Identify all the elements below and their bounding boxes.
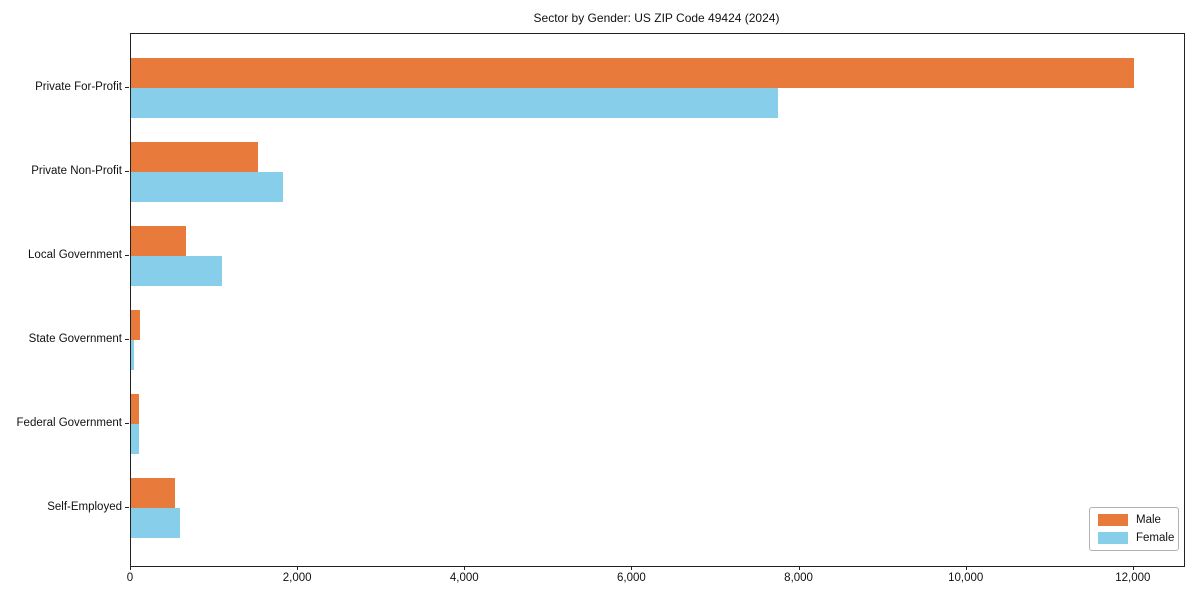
y-tick-label-federal-government: Federal Government [16, 417, 122, 429]
legend: Male Female [1089, 507, 1179, 551]
legend-entry-female: Female [1098, 532, 1174, 544]
x-tick-label-12000: 12,000 [1115, 572, 1151, 584]
y-tick-state-government [125, 339, 129, 340]
x-tick-6000 [631, 566, 633, 570]
chart-title: Sector by Gender: US ZIP Code 49424 (202… [533, 11, 780, 25]
y-tick-private-non-profit [125, 171, 129, 172]
y-tick-label-local-government: Local Government [28, 249, 122, 261]
bar-male-private-for-profit [131, 58, 1134, 88]
y-tick-label-private-for-profit: Private For-Profit [35, 81, 122, 93]
legend-label-female: Female [1136, 532, 1175, 544]
bar-female-private-non-profit [131, 172, 284, 202]
y-tick-self-employed [125, 507, 129, 508]
bar-male-private-non-profit [131, 142, 259, 172]
bar-male-self-employed [131, 478, 175, 508]
x-tick-label-2000: 2,000 [282, 572, 312, 584]
x-tick-label-0: 0 [126, 572, 134, 584]
bar-female-federal-government [131, 424, 139, 454]
x-tick-12000 [1132, 566, 1134, 570]
y-tick-federal-government [125, 423, 129, 424]
y-tick-label-state-government: State Government [28, 333, 122, 345]
x-tick-label-10000: 10,000 [948, 572, 984, 584]
bar-male-local-government [131, 226, 187, 256]
bar-female-private-for-profit [131, 88, 778, 118]
x-tick-label-8000: 8,000 [784, 572, 813, 584]
bar-female-local-government [131, 256, 223, 286]
plot-area [130, 33, 1185, 567]
x-tick-label-6000: 6,000 [617, 572, 646, 584]
y-tick-label-self-employed: Self-Employed [47, 501, 122, 513]
legend-swatch-female [1098, 532, 1128, 544]
x-tick-0 [130, 566, 131, 570]
legend-swatch-male [1098, 514, 1128, 526]
y-tick-private-for-profit [125, 87, 129, 88]
x-tick-10000 [965, 566, 967, 570]
bar-male-federal-government [131, 394, 139, 424]
x-tick-4000 [464, 566, 466, 570]
legend-entry-male: Male [1098, 514, 1170, 526]
bar-female-self-employed [131, 508, 180, 538]
y-tick-label-private-non-profit: Private Non-Profit [31, 165, 122, 177]
legend-label-male: Male [1136, 514, 1161, 526]
bar-male-state-government [131, 310, 141, 340]
x-tick-8000 [798, 566, 800, 570]
bar-female-state-government [131, 340, 135, 370]
y-tick-local-government [125, 255, 129, 256]
x-tick-2000 [297, 566, 299, 570]
x-tick-label-4000: 4,000 [449, 572, 479, 584]
